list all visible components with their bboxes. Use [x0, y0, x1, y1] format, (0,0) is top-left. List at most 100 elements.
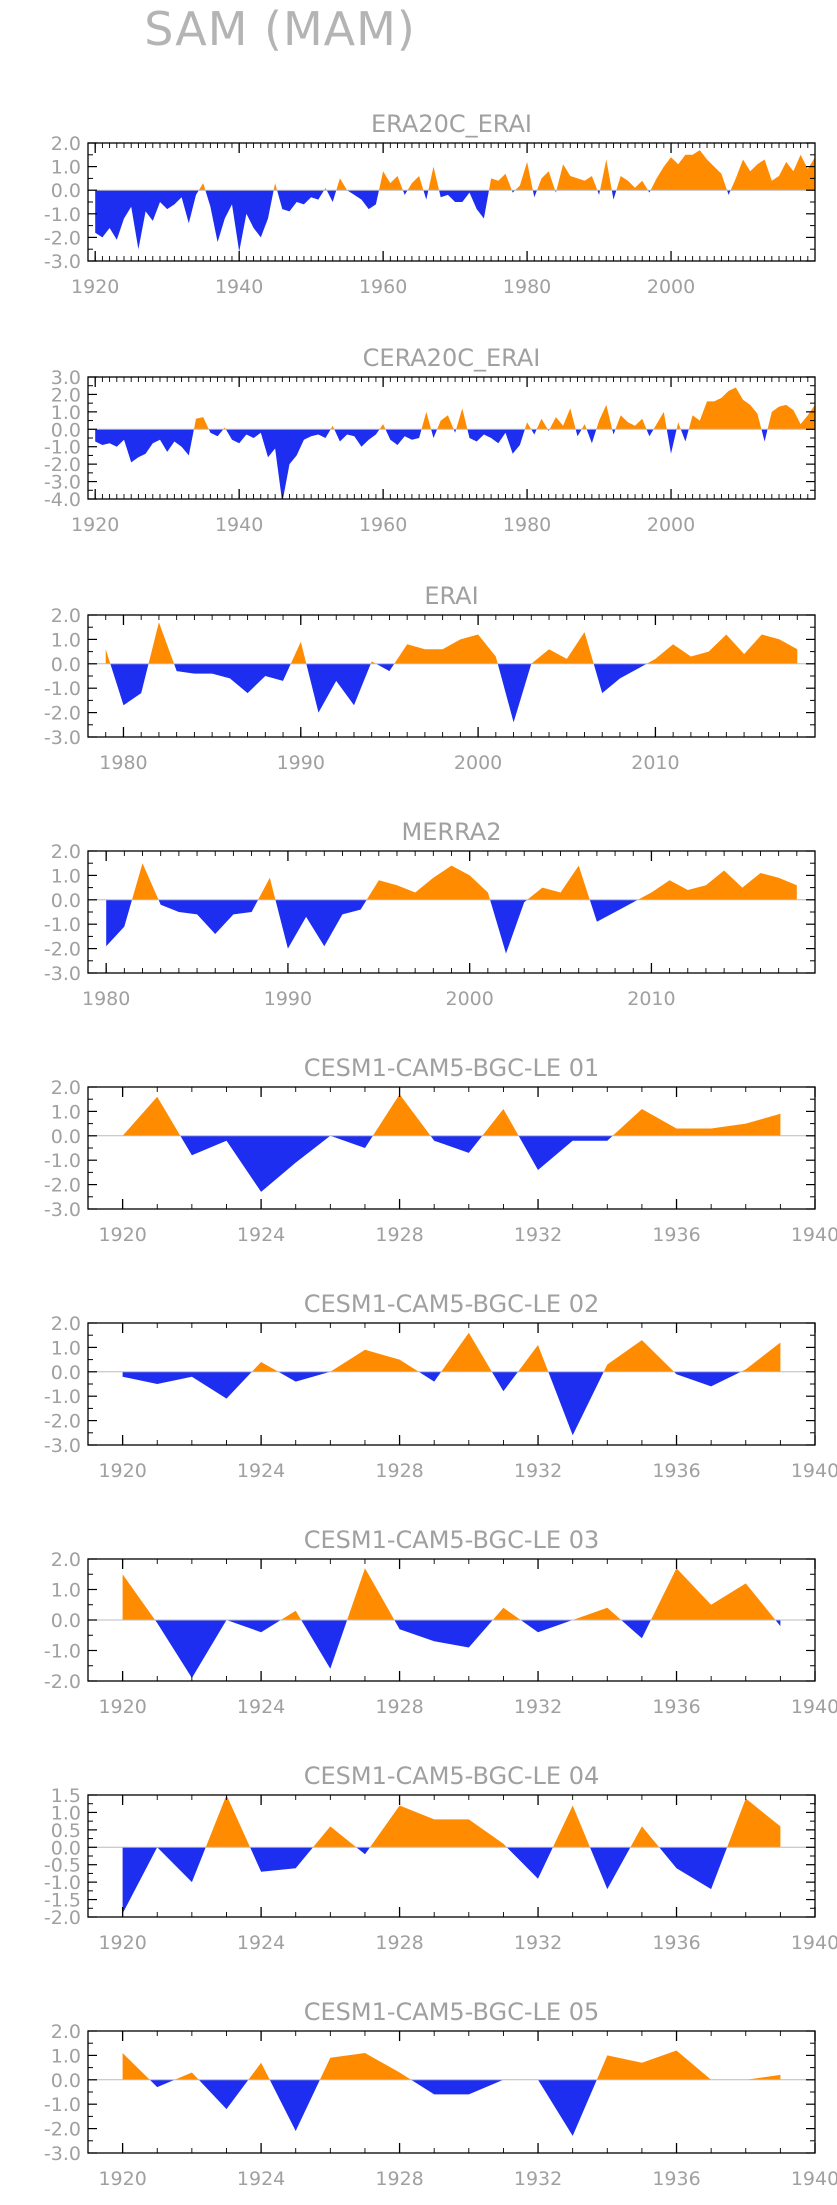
y-tick-label: 2.0	[51, 2021, 81, 2043]
x-tick-label: 1940	[791, 1932, 837, 1954]
positive-area	[122, 1094, 781, 1136]
y-tick-label: 0.0	[51, 654, 81, 676]
panel-title: CESM1-CAM5-BGC-LE 04	[304, 1762, 600, 1790]
x-tick-label: 1940	[791, 2168, 837, 2190]
y-tick-label: -4.0	[44, 489, 81, 511]
y-tick-label: 2.0	[51, 1549, 81, 1571]
negative-area	[95, 190, 815, 252]
x-tick-label: 1920	[98, 1460, 146, 1482]
panel-3: ERAI 2.01.0 0.0-1.0 -2.0-3.0 1980 1990 2000 201…	[44, 582, 816, 774]
plot-frame	[87, 376, 816, 500]
y-tick-label: 2.0	[51, 384, 81, 406]
x-tick-label: 1928	[375, 1932, 423, 1954]
y-tick-label: 0.0	[51, 1126, 81, 1148]
y-tick-label: 0.0	[51, 419, 81, 441]
x-tick-label: 1924	[237, 1460, 285, 1482]
panel-5: CESM1-CAM5-BGC-LE 01 2.01.0 0.0-1.0 -2.0-3.…	[44, 1054, 837, 1246]
x-tick-label: 1980	[82, 988, 130, 1010]
x-tick-label: 1936	[652, 2168, 700, 2190]
y-tick-label: 1.0	[51, 865, 81, 887]
x-tick-label: 1924	[237, 2168, 285, 2190]
y-tick-label: 1.0	[51, 402, 81, 424]
y-tick-label: 2.0	[51, 605, 81, 627]
positive-area	[193, 387, 815, 430]
y-tick-label: 0.0	[51, 1610, 81, 1632]
y-tick-label: -1.0	[44, 204, 81, 226]
y-tick-label: -1.0	[44, 1150, 81, 1172]
y-tick-label: -1.0	[44, 437, 81, 459]
panel-6: CESM1-CAM5-BGC-LE 02 2.01.0 0.0-1.0 -2.0-3.…	[44, 1290, 837, 1482]
negative-area	[122, 1620, 781, 1678]
panel-title: CESM1-CAM5-BGC-LE 05	[304, 1998, 600, 2026]
y-tick-label: 1.0	[51, 1101, 81, 1123]
x-tick-label: 1920	[98, 1224, 146, 1246]
panel-title: ERAI	[424, 582, 478, 610]
positive-area	[131, 863, 797, 900]
y-tick-label: -3.0	[44, 1435, 81, 1457]
y-tick-label: -3.0	[44, 963, 81, 985]
x-tick-label: 1932	[514, 1460, 562, 1482]
negative-area	[95, 429, 815, 499]
x-tick-label: 2010	[631, 752, 679, 774]
y-tick-label: -2.0	[44, 1671, 81, 1693]
negative-area	[149, 2079, 597, 2136]
panel-title: MERRA2	[402, 818, 502, 846]
x-tick-label: 1920	[71, 276, 119, 298]
panel-title: CESM1-CAM5-BGC-LE 01	[304, 1054, 600, 1082]
x-tick-label: 2000	[454, 752, 502, 774]
x-tick-label: 1936	[652, 1696, 700, 1718]
y-tick-label: -3.0	[44, 472, 81, 494]
y-tick-label: 2.0	[51, 1077, 81, 1099]
y-tick-label: -2.0	[44, 1907, 81, 1929]
x-tick-label: 2000	[445, 988, 493, 1010]
y-tick-label: 2.0	[51, 1313, 81, 1335]
y-tick-label: 0.0	[51, 2070, 81, 2092]
x-tick-label: 1940	[791, 1224, 837, 1246]
x-tick-label: 1936	[652, 1932, 700, 1954]
y-tick-label: 0.0	[51, 180, 81, 202]
y-tick-label: 3.0	[51, 367, 81, 389]
y-tick-label: -0.5	[44, 1855, 81, 1877]
y-tick-label: -3.0	[44, 2143, 81, 2165]
x-tick-label: 1990	[277, 752, 325, 774]
x-tick-label: 1940	[791, 1460, 837, 1482]
figure-title: SAM (MAM)	[144, 2, 416, 56]
y-tick-label: 1.5	[51, 1785, 81, 1807]
x-tick-label: 1980	[503, 276, 551, 298]
y-tick-label: 1.0	[51, 1337, 81, 1359]
x-tick-label: 1980	[503, 514, 551, 536]
y-tick-label: 1.0	[51, 2045, 81, 2067]
y-tick-label: 2.0	[51, 841, 81, 863]
x-tick-label: 1928	[375, 2168, 423, 2190]
panel-title: ERA20C_ERAI	[371, 110, 532, 138]
y-tick-label: 1.0	[51, 629, 81, 651]
negative-area	[180, 1135, 613, 1192]
y-tick-label: 1.0	[51, 157, 81, 179]
y-tick-label: -1.0	[44, 914, 81, 936]
x-tick-label: 1928	[375, 1696, 423, 1718]
x-tick-label: 1928	[375, 1224, 423, 1246]
x-tick-label: 2000	[647, 514, 695, 536]
y-tick-label: -3.0	[44, 1199, 81, 1221]
x-tick-label: 1920	[71, 514, 119, 536]
y-tick-label: -1.0	[44, 678, 81, 700]
x-tick-label: 1940	[791, 1696, 837, 1718]
panel-title: CESM1-CAM5-BGC-LE 02	[304, 1290, 600, 1318]
y-tick-label: -3.0	[44, 251, 81, 273]
y-tick-label: 1.0	[51, 1580, 81, 1602]
panel-2: CERA20C_ERAI 3.02.01.00.0-1.0-2.0-3.0-4.0…	[44, 344, 816, 536]
x-tick-label: 1920	[98, 1696, 146, 1718]
positive-area	[251, 1332, 781, 1372]
negative-area	[122, 1371, 741, 1436]
y-tick-label: 2.0	[51, 133, 81, 155]
panel-7: CESM1-CAM5-BGC-LE 03 2.0 1.0 0.0 -1.0 -2.0 192…	[44, 1526, 837, 1718]
y-tick-label: -3.0	[44, 727, 81, 749]
x-tick-label: 1920	[98, 2168, 146, 2190]
y-tick-label: 0.5	[51, 1820, 81, 1842]
x-tick-label: 1990	[264, 988, 312, 1010]
y-tick-label: -2.0	[44, 2119, 81, 2141]
y-tick-label: -2.0	[44, 1175, 81, 1197]
x-tick-label: 1940	[215, 514, 263, 536]
